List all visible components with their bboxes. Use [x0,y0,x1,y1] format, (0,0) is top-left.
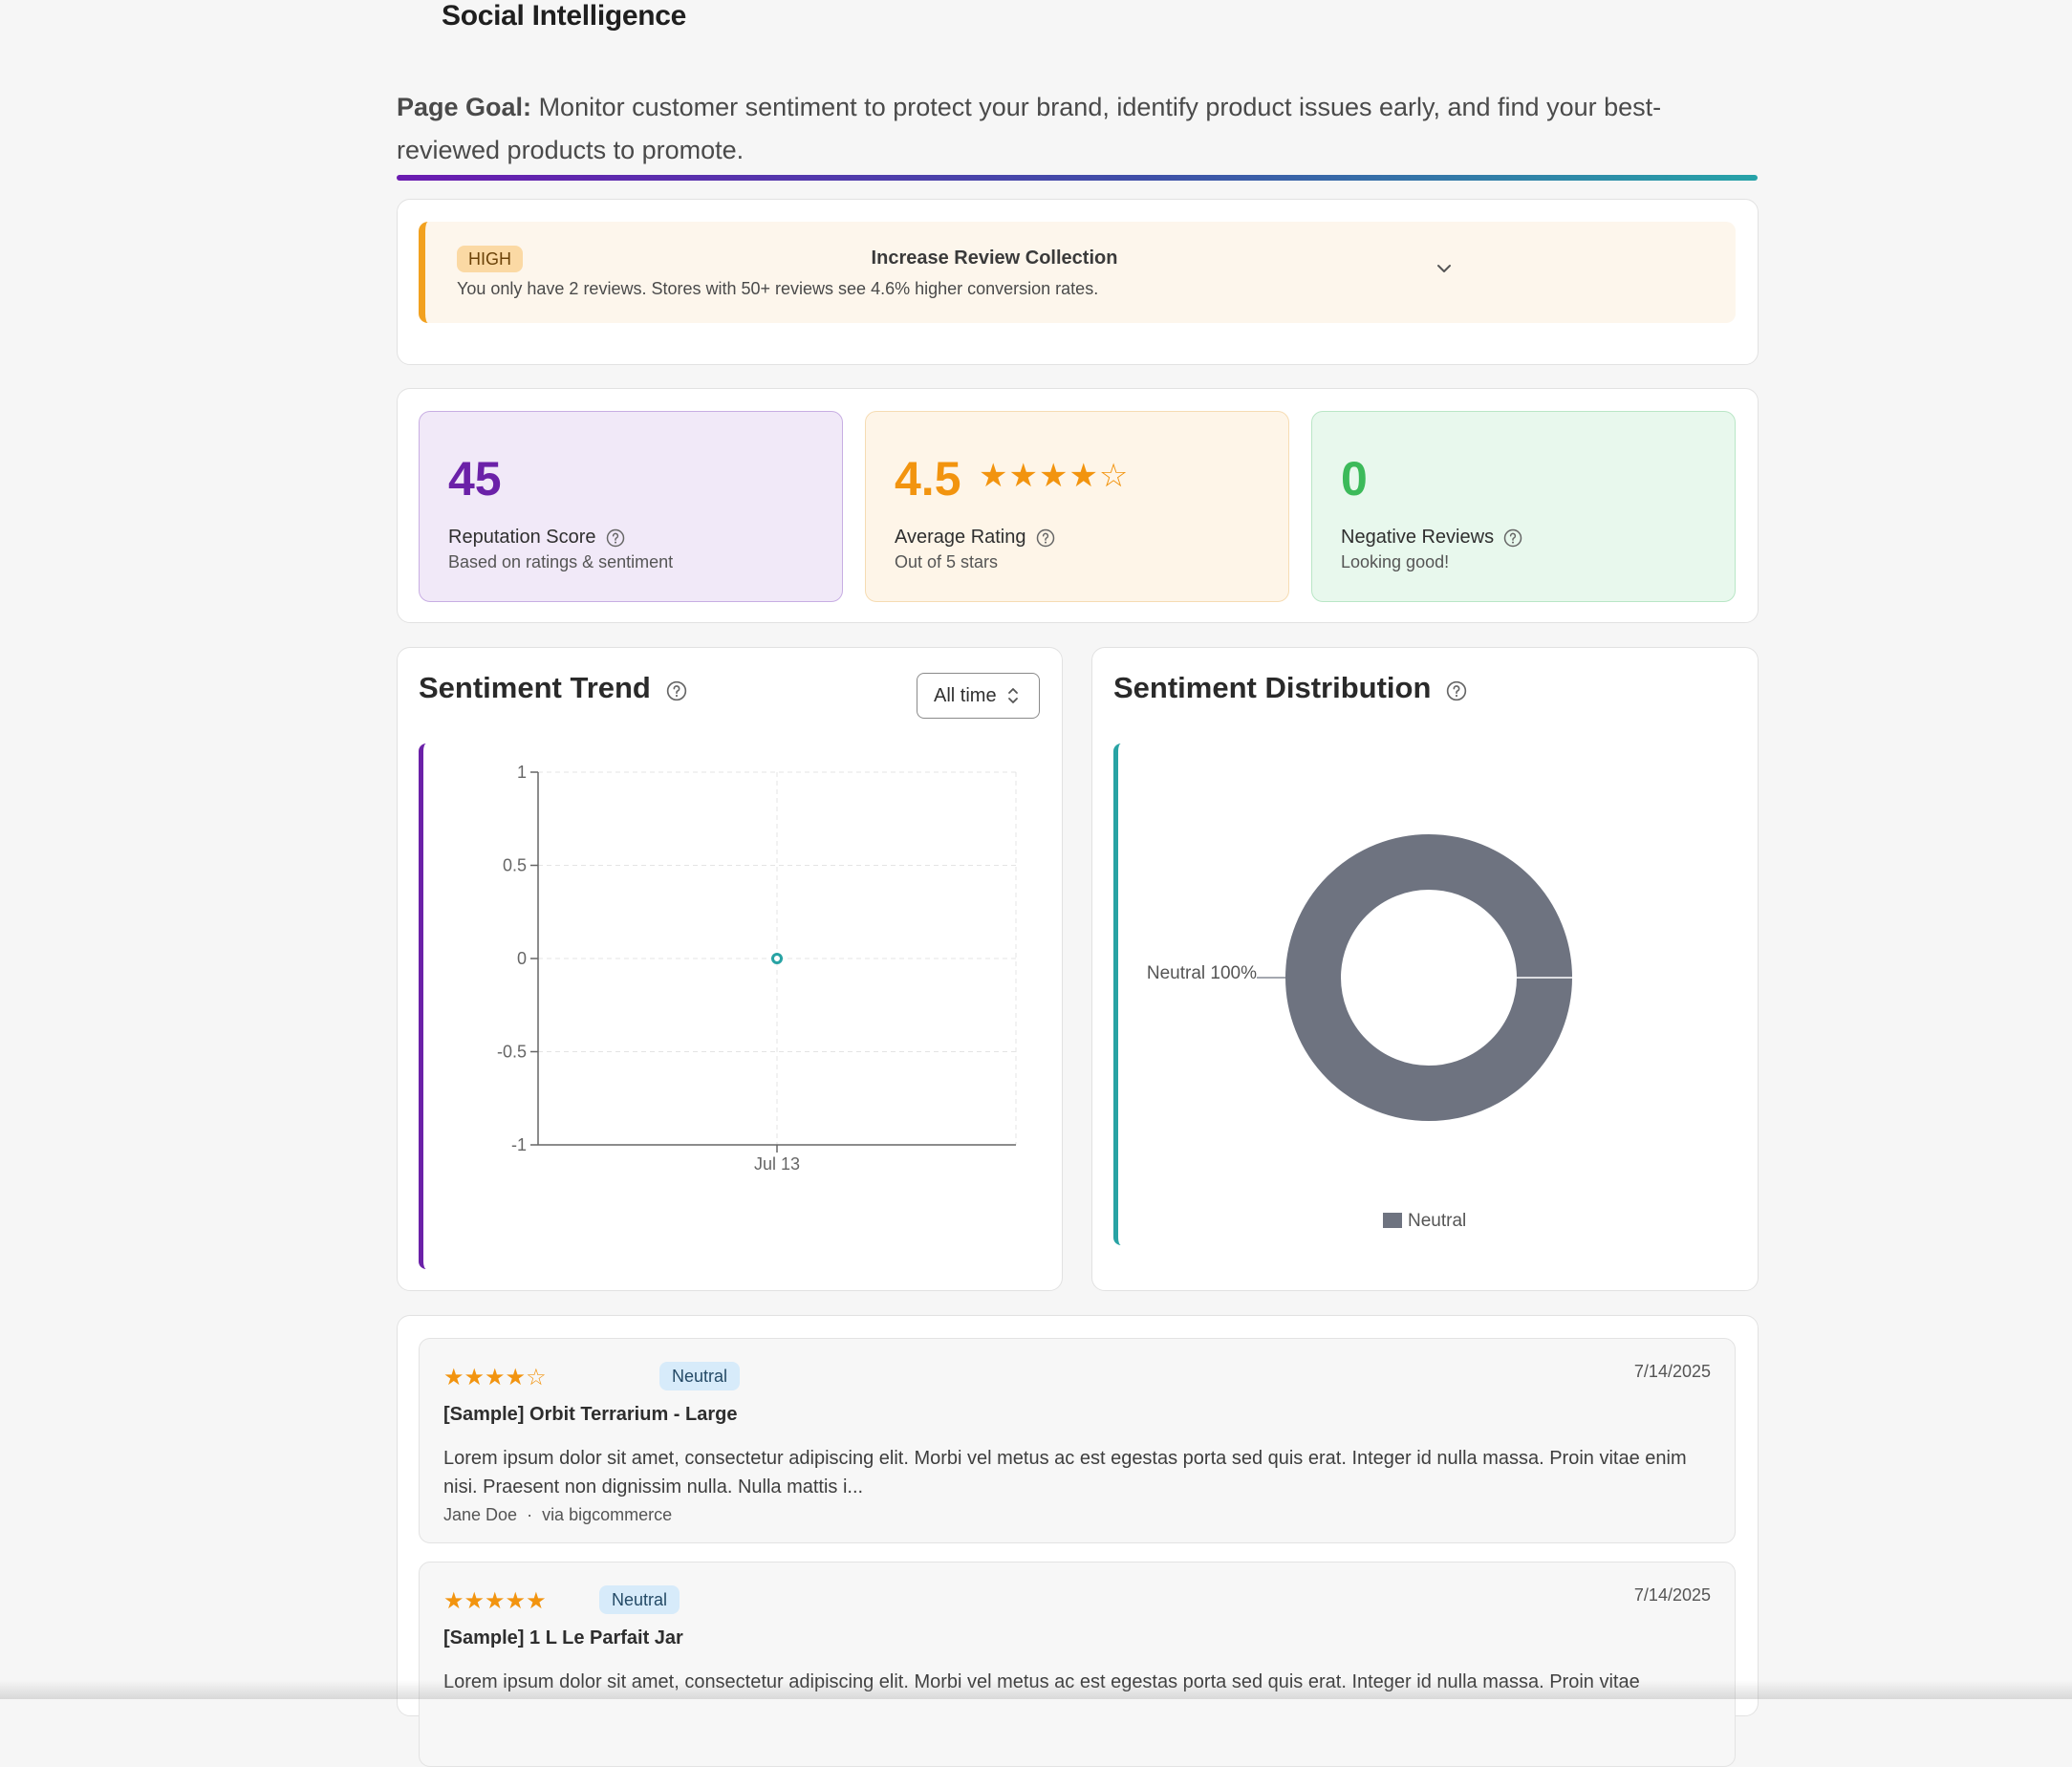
page-goal-label: Page Goal: [397,93,532,121]
sentiment-distribution-title: Sentiment Distribution [1113,671,1432,704]
recommendations-card: HIGH Increase Review Collection You only… [397,199,1759,365]
average-rating-value: 4.5 [895,452,961,506]
sentiment-badge: Neutral [599,1585,680,1614]
sentiment-distribution-title-row: Sentiment Distribution [1113,671,1467,705]
review-source: via bigcommerce [542,1505,673,1524]
viewport-bottom-shadow [0,1680,2072,1699]
recommendation-item[interactable]: HIGH Increase Review Collection You only… [419,222,1736,323]
y-tick-label: 0 [517,949,527,968]
help-icon[interactable] [606,528,625,548]
meta-separator: · [527,1505,533,1524]
reputation-score-label: Reputation Score [448,527,596,548]
data-point [771,953,783,964]
sentiment-trend-title: Sentiment Trend [419,671,651,704]
negative-reviews-sub: Looking good! [1341,552,1450,571]
y-tick-label: 0.5 [503,856,527,875]
slice-label: Neutral 100% [1147,963,1257,983]
time-range-value: All time [934,684,997,706]
sentiment-distribution-plot-area: Neutral 100% Neutral [1113,743,1735,1245]
select-arrows-icon [1007,688,1018,703]
review-body: Lorem ipsum dolor sit amet, consectetur … [443,1668,1705,1696]
negative-reviews-label-row: Negative Reviews [1341,527,1522,549]
review-author: Jane Doe [443,1505,518,1524]
goal-gradient-bar [397,175,1758,181]
review-item[interactable]: ★★★★☆ Neutral 7/14/2025 [Sample] Orbit T… [419,1338,1736,1543]
time-range-select[interactable]: All time [917,673,1040,719]
help-icon[interactable] [1446,680,1467,701]
x-tick-label: Jul 13 [754,1154,800,1174]
page-goal-text: Monitor customer sentiment to protect yo… [397,93,1662,164]
page-goal: Page Goal: Monitor customer sentiment to… [397,86,1754,172]
legend-label: Neutral [1408,1211,1466,1231]
review-body: Lorem ipsum dolor sit amet, consectetur … [443,1448,1687,1498]
review-meta: Jane Doe · via bigcommerce [443,1505,672,1525]
sentiment-badge: Neutral [659,1362,741,1390]
sentiment-distribution-chart: Neutral 100% Neutral [1147,834,1572,1231]
average-rating-tile: 4.5 ★★★★☆ Average Rating Out of 5 stars [865,411,1289,602]
page-title: Social Intelligence [442,0,687,32]
help-icon[interactable] [1503,528,1522,548]
review-product-name: [Sample] 1 L Le Parfait Jar [443,1627,683,1648]
reputation-score-sub: Based on ratings & sentiment [448,552,674,571]
help-icon[interactable] [666,680,687,701]
y-tick-label: 1 [517,763,527,782]
recommendation-title: Increase Review Collection [871,248,1118,269]
reputation-score-tile: 45 Reputation Score Based on ratings & s… [419,411,843,602]
review-date: 7/14/2025 [1633,1362,1711,1381]
reputation-score-value: 45 [448,452,502,506]
chevron-down-icon[interactable] [1434,258,1455,279]
kpi-card: 45 Reputation Score Based on ratings & s… [397,388,1759,623]
review-product-name: [Sample] Orbit Terrarium - Large [443,1404,738,1425]
sentiment-trend-card: Sentiment Trend All time 1 0.5 0 -0.5 -1 Jul … [397,647,1063,1291]
negative-reviews-label: Negative Reviews [1341,527,1495,548]
review-date: 7/14/2025 [1633,1585,1711,1605]
review-star-rating: ★★★★★ [443,1588,547,1614]
help-icon[interactable] [1036,528,1055,548]
reviews-list-card: ★★★★☆ Neutral 7/14/2025 [Sample] Orbit T… [397,1315,1759,1767]
average-rating-label-row: Average Rating [895,527,1055,549]
average-rating-sub: Out of 5 stars [895,552,999,571]
reputation-score-label-row: Reputation Score [448,527,625,549]
star-rating: ★★★★☆ [979,458,1130,494]
legend-swatch [1383,1213,1402,1228]
y-tick-label: -0.5 [497,1043,527,1062]
sentiment-distribution-card: Sentiment Distribution Neutral 100% Neutr… [1091,647,1759,1291]
review-star-rating: ★★★★☆ [443,1365,547,1390]
pie-slice [1285,834,1572,1121]
sentiment-trend-plot-area: 1 0.5 0 -0.5 -1 Jul 13 [419,743,1040,1269]
y-tick-label: -1 [511,1135,527,1154]
average-rating-label: Average Rating [895,527,1026,548]
review-item[interactable]: ★★★★★ Neutral 7/14/2025 [Sample] 1 L Le … [419,1562,1736,1767]
negative-reviews-tile: 0 Negative Reviews Looking good! [1311,411,1736,602]
sentiment-trend-title-row: Sentiment Trend [419,671,687,705]
negative-reviews-value: 0 [1341,452,1368,506]
recommendation-text: You only have 2 reviews. Stores with 50+… [457,279,1099,298]
priority-badge: HIGH [457,246,523,272]
sentiment-trend-chart: 1 0.5 0 -0.5 -1 Jul 13 [497,763,1017,1174]
